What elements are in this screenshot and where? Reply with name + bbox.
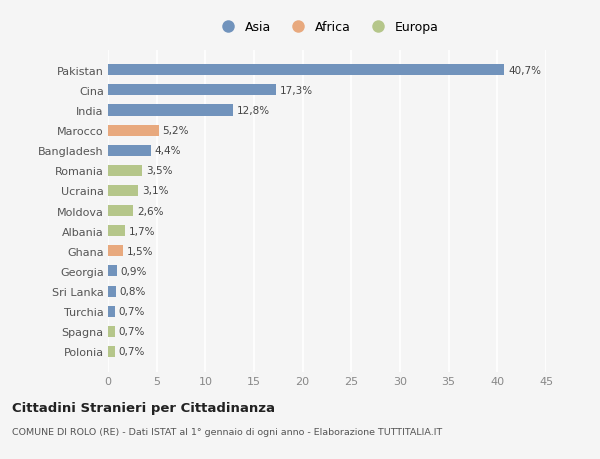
- Text: 4,4%: 4,4%: [155, 146, 181, 156]
- Bar: [108, 85, 277, 96]
- Legend: Asia, Africa, Europa: Asia, Africa, Europa: [216, 22, 438, 34]
- Text: 2,6%: 2,6%: [137, 206, 164, 216]
- Bar: [108, 146, 151, 157]
- Text: Cittadini Stranieri per Cittadinanza: Cittadini Stranieri per Cittadinanza: [12, 401, 275, 414]
- Text: 17,3%: 17,3%: [280, 86, 313, 95]
- Bar: [108, 206, 133, 217]
- Bar: [108, 326, 115, 337]
- Text: 1,5%: 1,5%: [127, 246, 153, 256]
- Text: 0,7%: 0,7%: [119, 307, 145, 317]
- Text: 3,5%: 3,5%: [146, 166, 172, 176]
- Text: 0,7%: 0,7%: [119, 327, 145, 336]
- Bar: [108, 226, 125, 237]
- Bar: [108, 246, 122, 257]
- Text: 0,8%: 0,8%: [119, 286, 146, 297]
- Text: 5,2%: 5,2%: [163, 126, 189, 136]
- Text: COMUNE DI ROLO (RE) - Dati ISTAT al 1° gennaio di ogni anno - Elaborazione TUTTI: COMUNE DI ROLO (RE) - Dati ISTAT al 1° g…: [12, 427, 442, 436]
- Bar: [108, 346, 115, 357]
- Text: 40,7%: 40,7%: [508, 66, 541, 76]
- Text: 12,8%: 12,8%: [236, 106, 269, 116]
- Bar: [108, 65, 504, 76]
- Bar: [108, 266, 117, 277]
- Bar: [108, 306, 115, 317]
- Text: 0,9%: 0,9%: [121, 266, 147, 276]
- Text: 1,7%: 1,7%: [128, 226, 155, 236]
- Bar: [108, 105, 233, 116]
- Bar: [108, 165, 142, 177]
- Bar: [108, 286, 116, 297]
- Bar: [108, 125, 158, 136]
- Bar: [108, 185, 138, 196]
- Text: 3,1%: 3,1%: [142, 186, 169, 196]
- Text: 0,7%: 0,7%: [119, 347, 145, 357]
